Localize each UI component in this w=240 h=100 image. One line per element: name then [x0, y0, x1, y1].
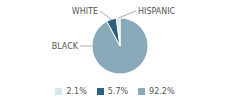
- html-text:92.2%: 92.2%: [149, 87, 175, 96]
- svg-text:HISPANIC: HISPANIC: [138, 7, 176, 16]
- html-text:5.7%: 5.7%: [107, 87, 129, 96]
- svg-text:BLACK: BLACK: [52, 42, 79, 51]
- html-text:2.1%: 2.1%: [66, 87, 87, 96]
- svg-text:WHITE: WHITE: [72, 7, 98, 16]
